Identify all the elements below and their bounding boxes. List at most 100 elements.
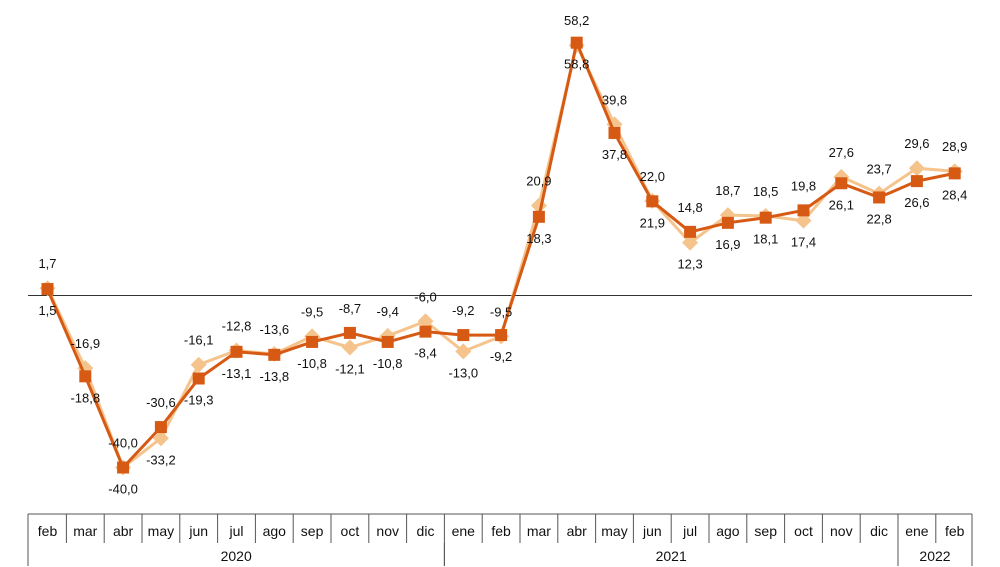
data-label-series-b: -16,1: [184, 333, 214, 348]
data-point-square: [948, 167, 961, 180]
data-label-series-a: 22,8: [866, 212, 891, 227]
data-point-square: [721, 216, 734, 229]
data-point-diamond: [908, 160, 925, 177]
data-label-series-b: 1,7: [38, 256, 56, 271]
data-point-diamond: [455, 343, 472, 360]
category-label: jul: [682, 523, 697, 539]
data-point-diamond: [795, 212, 812, 229]
data-point-square: [495, 329, 508, 342]
data-point-square: [117, 461, 130, 474]
data-label-series-a: -18,8: [70, 390, 100, 405]
category-label: sep: [754, 523, 777, 539]
data-label-series-b: 17,4: [791, 235, 816, 250]
category-label: feb: [491, 523, 511, 539]
data-point-diamond: [190, 356, 207, 373]
data-label-series-b: 20,9: [526, 174, 551, 189]
data-label-series-b: 28,9: [942, 139, 967, 154]
data-label-series-a: 19,8: [791, 178, 816, 193]
data-point-square: [608, 126, 621, 139]
data-label-series-b: 29,6: [904, 136, 929, 151]
data-label-series-a: 26,6: [904, 195, 929, 210]
category-axis: feb mar abr may jun jul ago sep oct nov dic ene feb m…: [27, 513, 973, 566]
data-label-series-a: -13,1: [222, 366, 252, 381]
category-label: abr: [113, 523, 134, 539]
data-point-square: [457, 329, 470, 342]
category-label: nov: [376, 523, 399, 539]
category-label: oct: [794, 523, 813, 539]
data-label-series-b: 18,7: [715, 183, 740, 198]
data-label-series-b: 22,0: [640, 169, 665, 184]
category-label: ene: [905, 523, 929, 539]
data-point-diamond: [417, 313, 434, 330]
category-label: mar: [73, 523, 97, 539]
data-label-series-a: 16,9: [715, 237, 740, 252]
data-point-square: [646, 195, 659, 208]
data-point-square: [381, 335, 394, 348]
category-label: may: [148, 523, 174, 539]
data-label-series-a: 14,8: [677, 200, 702, 215]
data-label-series-b: 18,5: [753, 184, 778, 199]
category-label: oct: [341, 523, 360, 539]
data-label-series-b: 12,3: [677, 257, 702, 272]
data-label-series-b: 58,2: [564, 13, 589, 28]
category-label: dic: [870, 523, 888, 539]
data-label-series-b: -13,0: [448, 365, 478, 380]
series-layer: [39, 36, 963, 476]
data-point-square: [154, 421, 167, 434]
series-b: [39, 37, 963, 476]
data-point-diamond: [341, 339, 358, 356]
data-label-series-b: -40,0: [108, 436, 138, 451]
data-label-series-b: 39,8: [602, 92, 627, 107]
data-label-series-b: -9,5: [490, 304, 512, 319]
data-point-diamond: [682, 234, 699, 251]
category-label: abr: [567, 523, 588, 539]
data-label-layer: 1,5 1,7 -18,8 -16,9 -40,0 -40,0 -30,6 -33,2 -19,…: [38, 13, 967, 496]
data-label-series-a: -8,4: [414, 346, 436, 361]
data-label-series-a: -19,3: [184, 393, 214, 408]
data-label-series-a: -9,2: [452, 303, 474, 318]
series-a: [41, 36, 961, 474]
data-point-square: [268, 348, 281, 361]
year-label: 2020: [221, 548, 252, 564]
data-point-square: [41, 283, 54, 296]
data-point-square: [419, 325, 432, 338]
category-label: ago: [263, 523, 287, 539]
data-label-series-a: 18,1: [753, 232, 778, 247]
year-label: 2021: [656, 548, 687, 564]
data-label-series-b: -9,4: [376, 304, 398, 319]
data-label-series-a: 18,3: [526, 231, 551, 246]
data-label-series-b: -6,0: [414, 289, 436, 304]
data-label-series-b: 23,7: [866, 162, 891, 177]
category-label: feb: [945, 523, 965, 539]
data-label-series-a: -8,7: [339, 301, 361, 316]
data-point-square: [192, 372, 205, 385]
data-label-series-a: -13,8: [259, 369, 289, 384]
data-label-series-b: -12,1: [335, 362, 365, 377]
data-label-series-b: -16,9: [70, 336, 100, 351]
category-label: mar: [527, 523, 551, 539]
data-point-square: [570, 36, 583, 49]
data-point-square: [343, 326, 356, 339]
data-label-series-a: 1,5: [38, 303, 56, 318]
data-label-series-a: 37,8: [602, 147, 627, 162]
data-point-square: [873, 191, 886, 204]
data-label-series-b: -13,6: [259, 322, 289, 337]
data-point-square: [230, 345, 243, 358]
data-label-series-a: -40,0: [108, 482, 138, 497]
data-label-series-a: 21,9: [640, 215, 665, 230]
data-point-diamond: [152, 430, 169, 447]
category-label: feb: [38, 523, 58, 539]
category-label: sep: [301, 523, 324, 539]
data-label-series-a: 28,4: [942, 187, 967, 202]
data-label-series-a: 26,1: [829, 197, 854, 212]
data-label-series-a: -10,8: [297, 356, 327, 371]
data-point-square: [684, 225, 697, 238]
category-label: ene: [452, 523, 476, 539]
category-label: nov: [830, 523, 853, 539]
category-label: may: [601, 523, 627, 539]
data-label-series-b: -12,8: [222, 319, 252, 334]
category-label: jul: [228, 523, 243, 539]
category-label: jun: [642, 523, 662, 539]
data-label-series-b: -33,2: [146, 452, 176, 467]
